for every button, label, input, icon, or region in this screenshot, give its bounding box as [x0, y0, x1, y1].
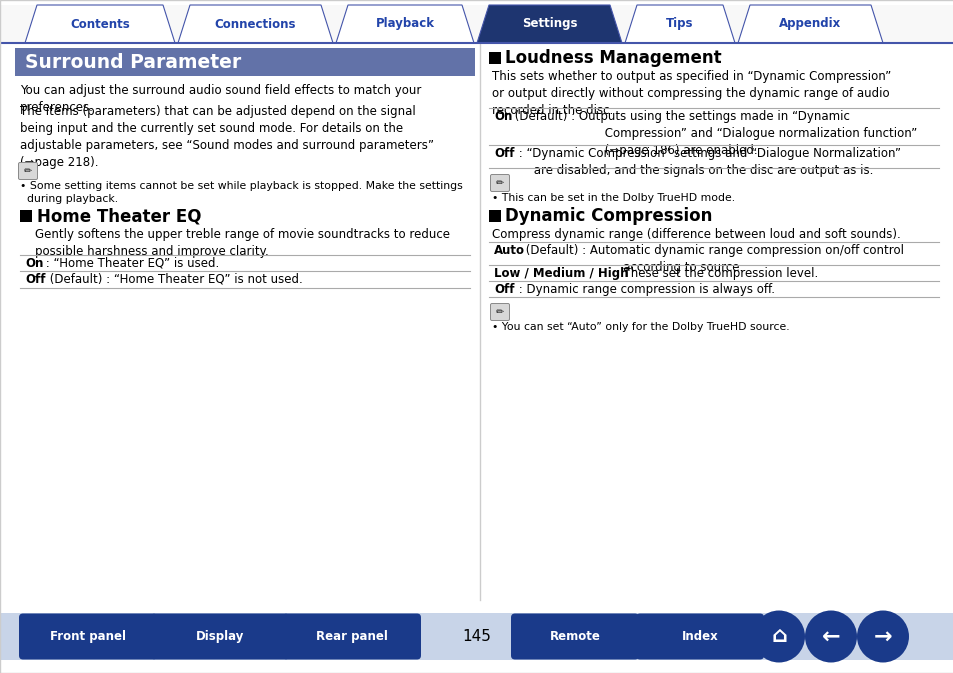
Bar	[489, 52, 500, 64]
Circle shape	[804, 610, 856, 662]
Text: ✏: ✏	[496, 307, 503, 317]
Text: This sets whether to output as specified in “Dynamic Compression”
or output dire: This sets whether to output as specified…	[492, 70, 890, 117]
Text: Compress dynamic range (difference between loud and soft sounds).: Compress dynamic range (difference betwe…	[492, 228, 900, 241]
Text: Appendix: Appendix	[779, 17, 841, 30]
FancyBboxPatch shape	[283, 614, 420, 660]
Bar	[15, 48, 475, 76]
Text: Home Theater EQ: Home Theater EQ	[37, 207, 201, 225]
Polygon shape	[178, 5, 333, 43]
Text: You can adjust the surround audio sound field effects to match your
preferences.: You can adjust the surround audio sound …	[20, 84, 421, 114]
Text: Display: Display	[195, 630, 244, 643]
Bar	[20, 210, 32, 222]
Polygon shape	[624, 5, 734, 43]
Text: Rear panel: Rear panel	[315, 630, 388, 643]
Text: : Dynamic range compression is always off.: : Dynamic range compression is always of…	[515, 283, 774, 296]
Text: Contents: Contents	[71, 17, 130, 30]
Text: The items (parameters) that can be adjusted depend on the signal
being input and: The items (parameters) that can be adjus…	[20, 105, 434, 169]
FancyBboxPatch shape	[151, 614, 289, 660]
Text: Surround Parameter: Surround Parameter	[25, 52, 241, 71]
Text: Loudness Management: Loudness Management	[504, 49, 720, 67]
Text: On: On	[25, 257, 43, 270]
Polygon shape	[335, 5, 474, 43]
Text: Remote: Remote	[549, 630, 599, 643]
Text: Off: Off	[25, 273, 46, 286]
FancyBboxPatch shape	[490, 304, 509, 320]
Circle shape	[752, 610, 804, 662]
Text: Dynamic Compression: Dynamic Compression	[504, 207, 712, 225]
Text: Tips: Tips	[665, 17, 693, 30]
Text: : “Dynamic Compression” settings and “Dialogue Normalization”
     are disabled,: : “Dynamic Compression” settings and “Di…	[515, 147, 900, 177]
Text: ⌂: ⌂	[770, 627, 786, 647]
FancyBboxPatch shape	[511, 614, 639, 660]
Text: • You can set “Auto” only for the Dolby TrueHD source.: • You can set “Auto” only for the Dolby …	[492, 322, 789, 332]
Text: : “Home Theater EQ” is used.: : “Home Theater EQ” is used.	[42, 257, 219, 270]
Text: : These set the compression level.: : These set the compression level.	[612, 267, 818, 280]
Text: ✏: ✏	[24, 166, 32, 176]
Polygon shape	[738, 5, 882, 43]
Polygon shape	[476, 5, 621, 43]
Text: Playback: Playback	[375, 17, 434, 30]
Circle shape	[856, 610, 908, 662]
Text: ✏: ✏	[496, 178, 503, 188]
Text: Connections: Connections	[214, 17, 296, 30]
Bar	[0, 613, 953, 660]
Text: Front panel: Front panel	[50, 630, 126, 643]
Text: • This can be set in the Dolby TrueHD mode.: • This can be set in the Dolby TrueHD mo…	[492, 193, 735, 203]
Text: Settings: Settings	[521, 17, 577, 30]
Bar	[0, 5, 953, 43]
Text: Auto: Auto	[494, 244, 524, 257]
Text: Low / Medium / High: Low / Medium / High	[494, 267, 628, 280]
Text: (Default) : “Home Theater EQ” is not used.: (Default) : “Home Theater EQ” is not use…	[46, 273, 302, 286]
Text: ←: ←	[821, 627, 840, 647]
FancyBboxPatch shape	[18, 162, 37, 180]
Text: Gently softens the upper treble range of movie soundtracks to reduce
possible ha: Gently softens the upper treble range of…	[35, 228, 450, 258]
Polygon shape	[25, 5, 174, 43]
FancyBboxPatch shape	[636, 614, 763, 660]
Bar	[489, 210, 500, 222]
Text: (Default) : Outputs using the settings made in “Dynamic
                        : (Default) : Outputs using the settings m…	[511, 110, 916, 157]
Text: On: On	[494, 110, 512, 123]
FancyBboxPatch shape	[490, 174, 509, 192]
Text: →: →	[873, 627, 891, 647]
Text: • Some setting items cannot be set while playback is stopped. Make the settings
: • Some setting items cannot be set while…	[20, 181, 462, 204]
Text: Off: Off	[494, 283, 514, 296]
Text: Index: Index	[680, 630, 718, 643]
Text: Off: Off	[494, 147, 514, 160]
FancyBboxPatch shape	[19, 614, 157, 660]
Text: (Default) : Automatic dynamic range compression on/off control
                 : (Default) : Automatic dynamic range comp…	[521, 244, 903, 274]
Text: 145: 145	[462, 629, 491, 644]
